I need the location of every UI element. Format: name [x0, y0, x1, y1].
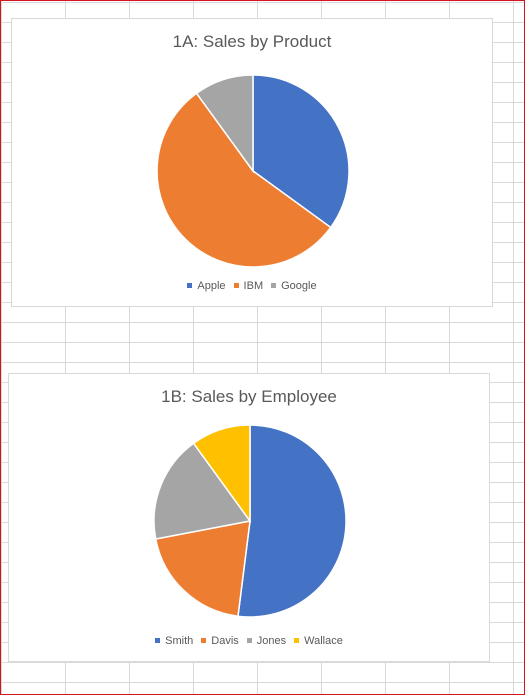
legend-item-smith: Smith — [155, 635, 193, 647]
legend-swatch — [233, 282, 239, 288]
legend-label: Google — [281, 280, 317, 292]
legend-swatch — [155, 637, 161, 643]
legend-item-jones: Jones — [246, 635, 287, 647]
legend-item-ibm: IBM — [233, 280, 264, 292]
legend-swatch — [246, 637, 252, 643]
legend-swatch — [187, 282, 193, 288]
chart-title: 1A: Sales by Product — [172, 32, 332, 51]
legend-label: Smith — [165, 635, 194, 647]
legend-item-davis: Davis — [201, 635, 239, 647]
chart-title: 1B: Sales by Employee — [161, 387, 337, 406]
pie-slice-apple[interactable] — [252, 74, 350, 229]
pie-slice-jones[interactable] — [153, 442, 252, 540]
pie-plot-area — [156, 74, 350, 268]
legend-label: Apple — [197, 280, 226, 292]
legend-swatch — [201, 637, 207, 643]
pie-slice-smith[interactable] — [237, 424, 347, 618]
pie-slice-wallace[interactable] — [192, 424, 251, 524]
legend-label: Jones — [256, 635, 287, 647]
chart-legend: Apple IBM Google — [12, 280, 492, 292]
chart-sales-by-employee[interactable]: 1B: Sales by Employee Smith Davis Jones Wal… — [8, 373, 490, 662]
legend-item-apple: Apple — [187, 280, 226, 292]
legend-label: IBM — [243, 280, 264, 292]
chart-sales-by-product[interactable]: 1A: Sales by Product Apple IBM Google — [11, 18, 493, 307]
legend-label: Wallace — [304, 635, 343, 647]
pie-plot-area — [153, 424, 347, 618]
legend-label: Davis — [211, 635, 239, 647]
legend-item-wallace: Wallace — [294, 635, 343, 647]
legend-swatch — [271, 282, 277, 288]
pie-slice-davis[interactable] — [154, 520, 251, 618]
chart-legend: Smith Davis Jones Wallace — [9, 635, 489, 647]
pie-slice-google[interactable] — [195, 74, 254, 174]
pie-slice-ibm[interactable] — [156, 92, 332, 268]
legend-swatch — [294, 637, 300, 643]
legend-item-google: Google — [271, 280, 317, 292]
